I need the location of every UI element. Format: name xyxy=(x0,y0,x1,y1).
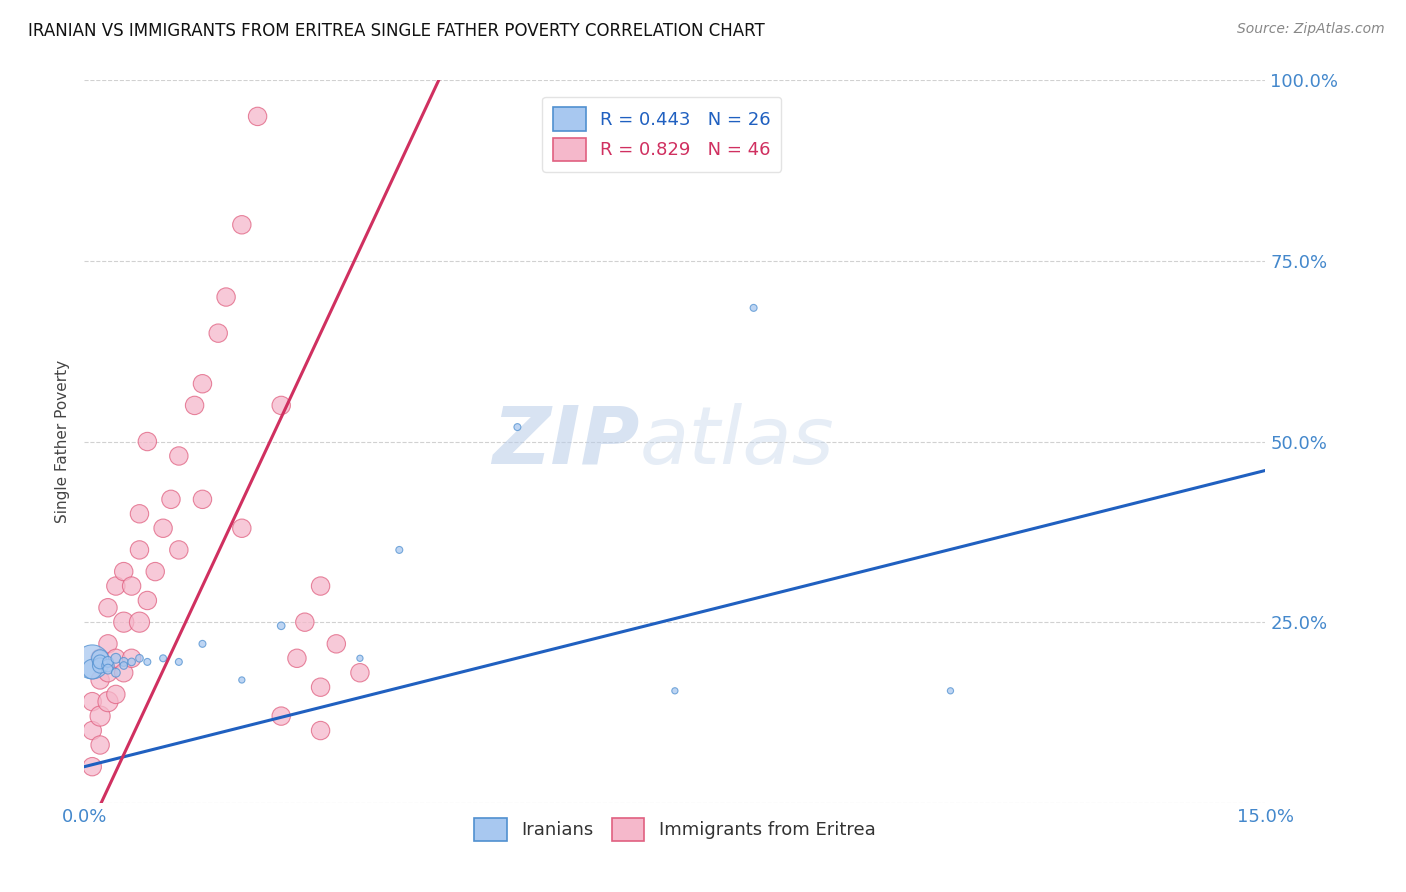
Point xyxy=(97,600,120,615)
Point xyxy=(112,658,135,673)
Point xyxy=(121,651,143,665)
Point xyxy=(325,637,347,651)
Point xyxy=(270,619,292,633)
Point xyxy=(97,665,120,680)
Text: ZIP: ZIP xyxy=(492,402,640,481)
Point xyxy=(167,655,190,669)
Point xyxy=(742,301,765,315)
Point xyxy=(309,723,332,738)
Point xyxy=(97,662,120,676)
Point xyxy=(89,651,111,665)
Point xyxy=(349,665,371,680)
Point xyxy=(112,665,135,680)
Point xyxy=(97,658,120,673)
Point xyxy=(82,695,104,709)
Point xyxy=(104,687,127,701)
Text: Source: ZipAtlas.com: Source: ZipAtlas.com xyxy=(1237,22,1385,37)
Point xyxy=(664,683,686,698)
Point xyxy=(270,398,292,412)
Text: atlas: atlas xyxy=(640,402,834,481)
Point xyxy=(89,655,111,669)
Point xyxy=(207,326,229,340)
Point xyxy=(89,651,111,665)
Point xyxy=(160,492,183,507)
Point xyxy=(89,738,111,752)
Legend: Iranians, Immigrants from Eritrea: Iranians, Immigrants from Eritrea xyxy=(464,806,886,852)
Point xyxy=(104,579,127,593)
Point xyxy=(104,651,127,665)
Point xyxy=(104,651,127,665)
Y-axis label: Single Father Poverty: Single Father Poverty xyxy=(55,360,70,523)
Point xyxy=(231,673,253,687)
Point xyxy=(89,658,111,673)
Text: IRANIAN VS IMMIGRANTS FROM ERITREA SINGLE FATHER POVERTY CORRELATION CHART: IRANIAN VS IMMIGRANTS FROM ERITREA SINGL… xyxy=(28,22,765,40)
Point xyxy=(89,673,111,687)
Point xyxy=(136,434,159,449)
Point xyxy=(112,565,135,579)
Point xyxy=(939,683,962,698)
Point xyxy=(104,665,127,680)
Point xyxy=(121,579,143,593)
Point xyxy=(136,655,159,669)
Point xyxy=(270,709,292,723)
Point xyxy=(285,651,308,665)
Point xyxy=(183,398,205,412)
Point xyxy=(112,615,135,630)
Point xyxy=(191,637,214,651)
Point xyxy=(246,110,269,124)
Point xyxy=(136,593,159,607)
Point xyxy=(82,655,104,669)
Point xyxy=(231,218,253,232)
Point xyxy=(82,723,104,738)
Point xyxy=(97,695,120,709)
Point xyxy=(388,542,411,557)
Point xyxy=(309,680,332,694)
Point xyxy=(128,507,150,521)
Point xyxy=(191,492,214,507)
Point xyxy=(152,521,174,535)
Point xyxy=(215,290,238,304)
Point xyxy=(82,662,104,676)
Point xyxy=(121,655,143,669)
Point xyxy=(231,521,253,535)
Point xyxy=(112,655,135,669)
Point xyxy=(167,542,190,557)
Point xyxy=(143,565,166,579)
Point xyxy=(309,579,332,593)
Point xyxy=(97,637,120,651)
Point xyxy=(191,376,214,391)
Point xyxy=(82,760,104,774)
Point xyxy=(294,615,316,630)
Point xyxy=(128,615,150,630)
Point xyxy=(89,709,111,723)
Point xyxy=(349,651,371,665)
Point xyxy=(128,651,150,665)
Point xyxy=(167,449,190,463)
Point xyxy=(128,542,150,557)
Point xyxy=(97,655,120,669)
Point xyxy=(152,651,174,665)
Point xyxy=(506,420,529,434)
